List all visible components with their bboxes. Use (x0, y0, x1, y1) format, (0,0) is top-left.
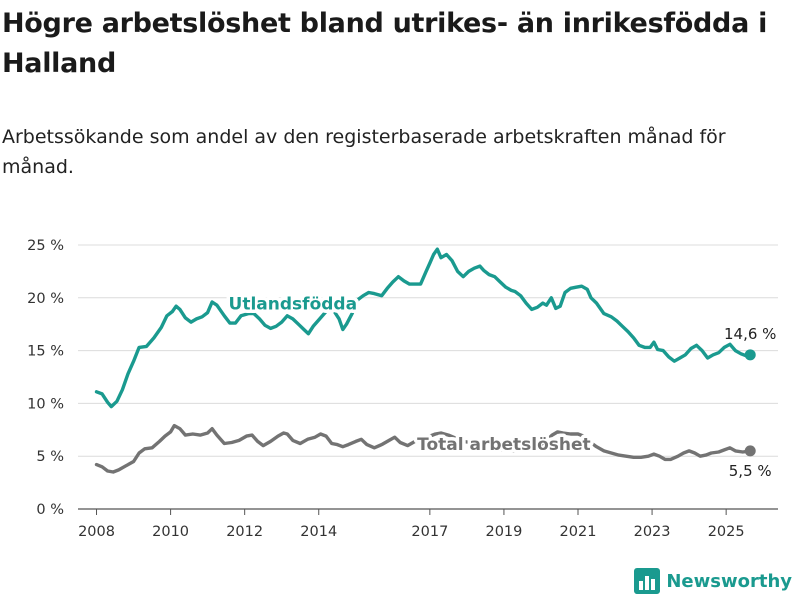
y-tick-label: 25 % (27, 238, 64, 254)
y-axis: 0 % 5 % 10 % 15 % 20 % 25 % (27, 238, 64, 518)
series-labels: Utlandsfödda Total arbetslöshet 14,6 % 5,5 … (225, 291, 776, 480)
series-label-utlandsfodda: Utlandsfödda (229, 294, 358, 314)
y-tick-label: 5 % (36, 449, 64, 465)
chart-subtitle: Arbetssökande som andel av den registerb… (2, 126, 726, 178)
x-tick-label: 2023 (634, 524, 671, 540)
end-value-utlandsfodda: 14,6 % (724, 325, 776, 343)
x-axis: 2008 2010 2012 2014 2017 2019 2021 2023 2025 (78, 509, 745, 540)
y-tick-label: 15 % (27, 344, 64, 360)
utlandsfodda-line (94, 247, 752, 409)
x-tick-label: 2025 (708, 524, 745, 540)
x-tick-label: 2017 (411, 524, 448, 540)
gridlines (78, 244, 778, 510)
x-tick-label: 2021 (560, 524, 597, 540)
x-tick-label: 2012 (226, 524, 263, 540)
total-end-point (744, 445, 756, 457)
series-label-total: Total arbetslöshet (417, 435, 591, 455)
x-tick-label: 2019 (485, 524, 522, 540)
brand-name: Newsworthy (666, 570, 792, 592)
bar-chart-logo-icon (634, 568, 661, 594)
y-tick-label: 20 % (27, 291, 64, 307)
y-tick-label: 10 % (27, 396, 64, 412)
chart-title: Högre arbetslöshet bland utrikes- än inr… (2, 8, 768, 79)
end-value-total: 5,5 % (729, 462, 772, 480)
series-lines (94, 247, 756, 474)
x-tick-label: 2008 (78, 524, 115, 540)
utlandsfodda-end-point (744, 349, 756, 361)
x-tick-label: 2014 (300, 524, 337, 540)
total-arbetsloshet-line (94, 423, 752, 474)
brand-logo: Newsworthy (634, 568, 792, 594)
y-tick-label: 0 % (36, 502, 64, 518)
x-tick-label: 2010 (152, 524, 189, 540)
